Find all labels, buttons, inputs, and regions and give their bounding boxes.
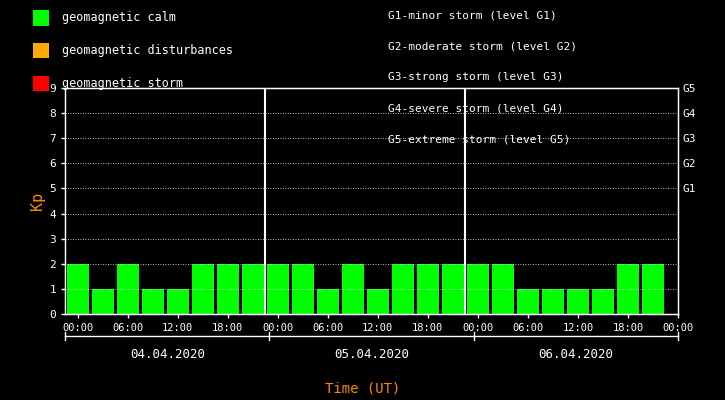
Bar [442,264,464,314]
Text: G1-minor storm (level G1): G1-minor storm (level G1) [388,10,557,20]
Text: geomagnetic storm: geomagnetic storm [62,77,183,90]
Text: Time (UT): Time (UT) [325,381,400,395]
Text: G5-extreme storm (level G5): G5-extreme storm (level G5) [388,135,570,145]
Bar [92,289,114,314]
Bar [241,264,264,314]
Bar [642,264,664,314]
Bar [67,264,88,314]
Text: geomagnetic calm: geomagnetic calm [62,12,175,24]
Bar [617,264,639,314]
Text: 06.04.2020: 06.04.2020 [538,348,613,360]
Bar [567,289,589,314]
Text: 05.04.2020: 05.04.2020 [334,348,409,360]
Bar [517,289,539,314]
Bar [117,264,138,314]
Bar [192,264,214,314]
Bar [341,264,364,314]
Text: geomagnetic disturbances: geomagnetic disturbances [62,44,233,57]
Bar [167,289,188,314]
Bar [492,264,514,314]
Bar [592,289,614,314]
Y-axis label: Kp: Kp [30,192,45,210]
Bar [467,264,489,314]
Bar [267,264,289,314]
Bar [417,264,439,314]
Text: G3-strong storm (level G3): G3-strong storm (level G3) [388,72,563,82]
Bar [142,289,164,314]
Text: G2-moderate storm (level G2): G2-moderate storm (level G2) [388,41,577,51]
Bar [291,264,314,314]
Bar [317,289,339,314]
Bar [217,264,239,314]
Text: G4-severe storm (level G4): G4-severe storm (level G4) [388,104,563,114]
Bar [392,264,414,314]
Text: 04.04.2020: 04.04.2020 [130,348,205,360]
Bar [542,289,564,314]
Bar [367,289,389,314]
